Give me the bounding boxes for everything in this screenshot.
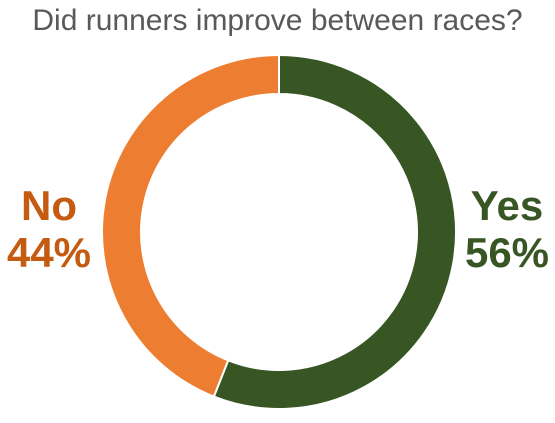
slice-percent-yes: 56% xyxy=(464,229,550,277)
slice-name-yes: Yes xyxy=(470,182,544,229)
donut-slice-no xyxy=(101,53,280,398)
slice-percent-no: 44% xyxy=(6,229,92,277)
chart-title: Did runners improve between races? xyxy=(32,4,523,37)
slice-name-no: No xyxy=(21,182,77,229)
slice-label-no: No 44% xyxy=(4,182,94,276)
slice-label-yes: Yes 56% xyxy=(462,182,552,276)
donut-slice-yes xyxy=(212,53,457,410)
